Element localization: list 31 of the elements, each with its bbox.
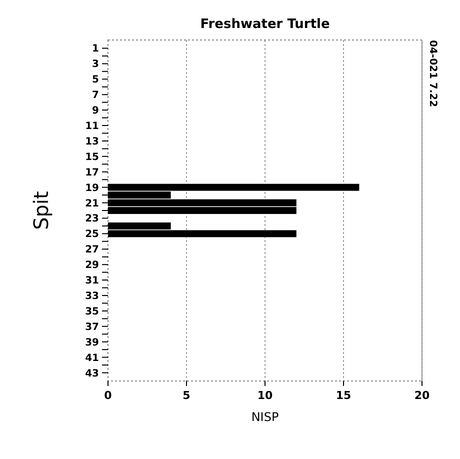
y-tick-label: 27	[85, 244, 100, 256]
y-tick-label: 9	[92, 106, 100, 117]
y-tick-label: 21	[85, 198, 100, 210]
y-tick-label: 35	[85, 306, 100, 318]
y-tick-label: 33	[85, 290, 100, 302]
y-tick-label: 7	[92, 90, 100, 102]
x-tick-label: 5	[182, 389, 190, 402]
text: 04-021 7.22	[427, 40, 438, 108]
y-tick-label: 39	[85, 337, 100, 348]
y-tick-label: 29	[85, 260, 100, 272]
y-tick-label: 37	[85, 322, 100, 333]
y-tick-label: 43	[85, 368, 100, 380]
y-tick-label: 5	[92, 74, 100, 86]
y-tick-label: 11	[85, 121, 100, 132]
y-tick-label: 15	[85, 152, 100, 163]
y-tick-label: 25	[85, 229, 100, 240]
y-tick-label: 3	[92, 59, 100, 70]
y-tick-label: 13	[85, 136, 100, 148]
x-tick-label: 0	[104, 389, 112, 402]
x-tick-label: 10	[257, 389, 273, 402]
y-tick-label: 1	[92, 44, 100, 55]
y-tick-label: 23	[85, 214, 100, 225]
x-tick-label: 20	[414, 389, 430, 402]
x-tick-label: 15	[336, 389, 352, 402]
y-tick-label: 19	[85, 182, 100, 194]
y-tick-label: 41	[85, 352, 100, 364]
chart-title: Freshwater Turtle	[200, 17, 330, 32]
x-axis-title: NISP	[251, 410, 279, 424]
y-tick-label: 17	[85, 167, 100, 178]
y-tick-label: 31	[85, 276, 100, 287]
y-axis-title: Spit	[29, 190, 53, 230]
